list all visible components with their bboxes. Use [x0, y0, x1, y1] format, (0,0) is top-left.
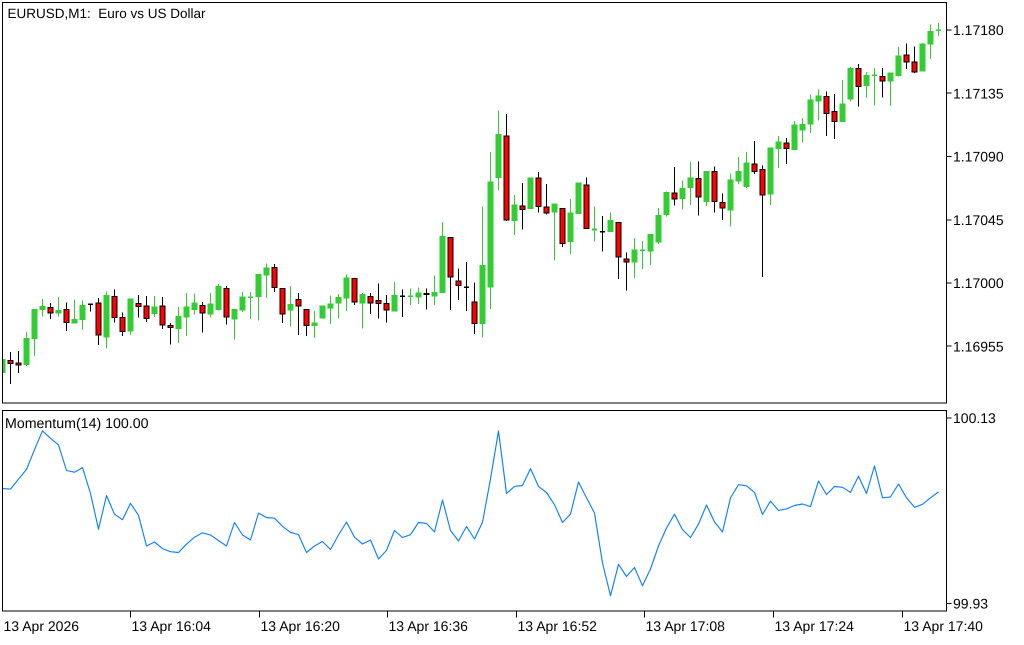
svg-text:1.17045: 1.17045	[953, 212, 1004, 228]
svg-text:1.16955: 1.16955	[953, 338, 1004, 354]
svg-text:13 Apr 16:52: 13 Apr 16:52	[518, 618, 598, 634]
svg-text:13 Apr 16:04: 13 Apr 16:04	[132, 618, 212, 634]
svg-text:100.13: 100.13	[953, 410, 996, 426]
svg-text:13 Apr 16:20: 13 Apr 16:20	[261, 618, 341, 634]
svg-text:13 Apr 2026: 13 Apr 2026	[4, 618, 80, 634]
svg-text:13 Apr 16:36: 13 Apr 16:36	[389, 618, 469, 634]
svg-text:1.17090: 1.17090	[953, 149, 1004, 165]
svg-text:1.17000: 1.17000	[953, 275, 1004, 291]
svg-text:13 Apr 17:24: 13 Apr 17:24	[775, 618, 855, 634]
svg-text:1.17135: 1.17135	[953, 86, 1004, 102]
svg-text:99.93: 99.93	[953, 596, 988, 612]
svg-text:1.17180: 1.17180	[953, 22, 1004, 38]
svg-text:13 Apr 17:40: 13 Apr 17:40	[904, 618, 984, 634]
svg-text:EURUSD,M1: Euro vs US Dollar: EURUSD,M1: Euro vs US Dollar	[8, 6, 207, 21]
svg-text:Momentum(14) 100.00: Momentum(14) 100.00	[5, 416, 149, 432]
svg-text:13 Apr 17:08: 13 Apr 17:08	[646, 618, 726, 634]
